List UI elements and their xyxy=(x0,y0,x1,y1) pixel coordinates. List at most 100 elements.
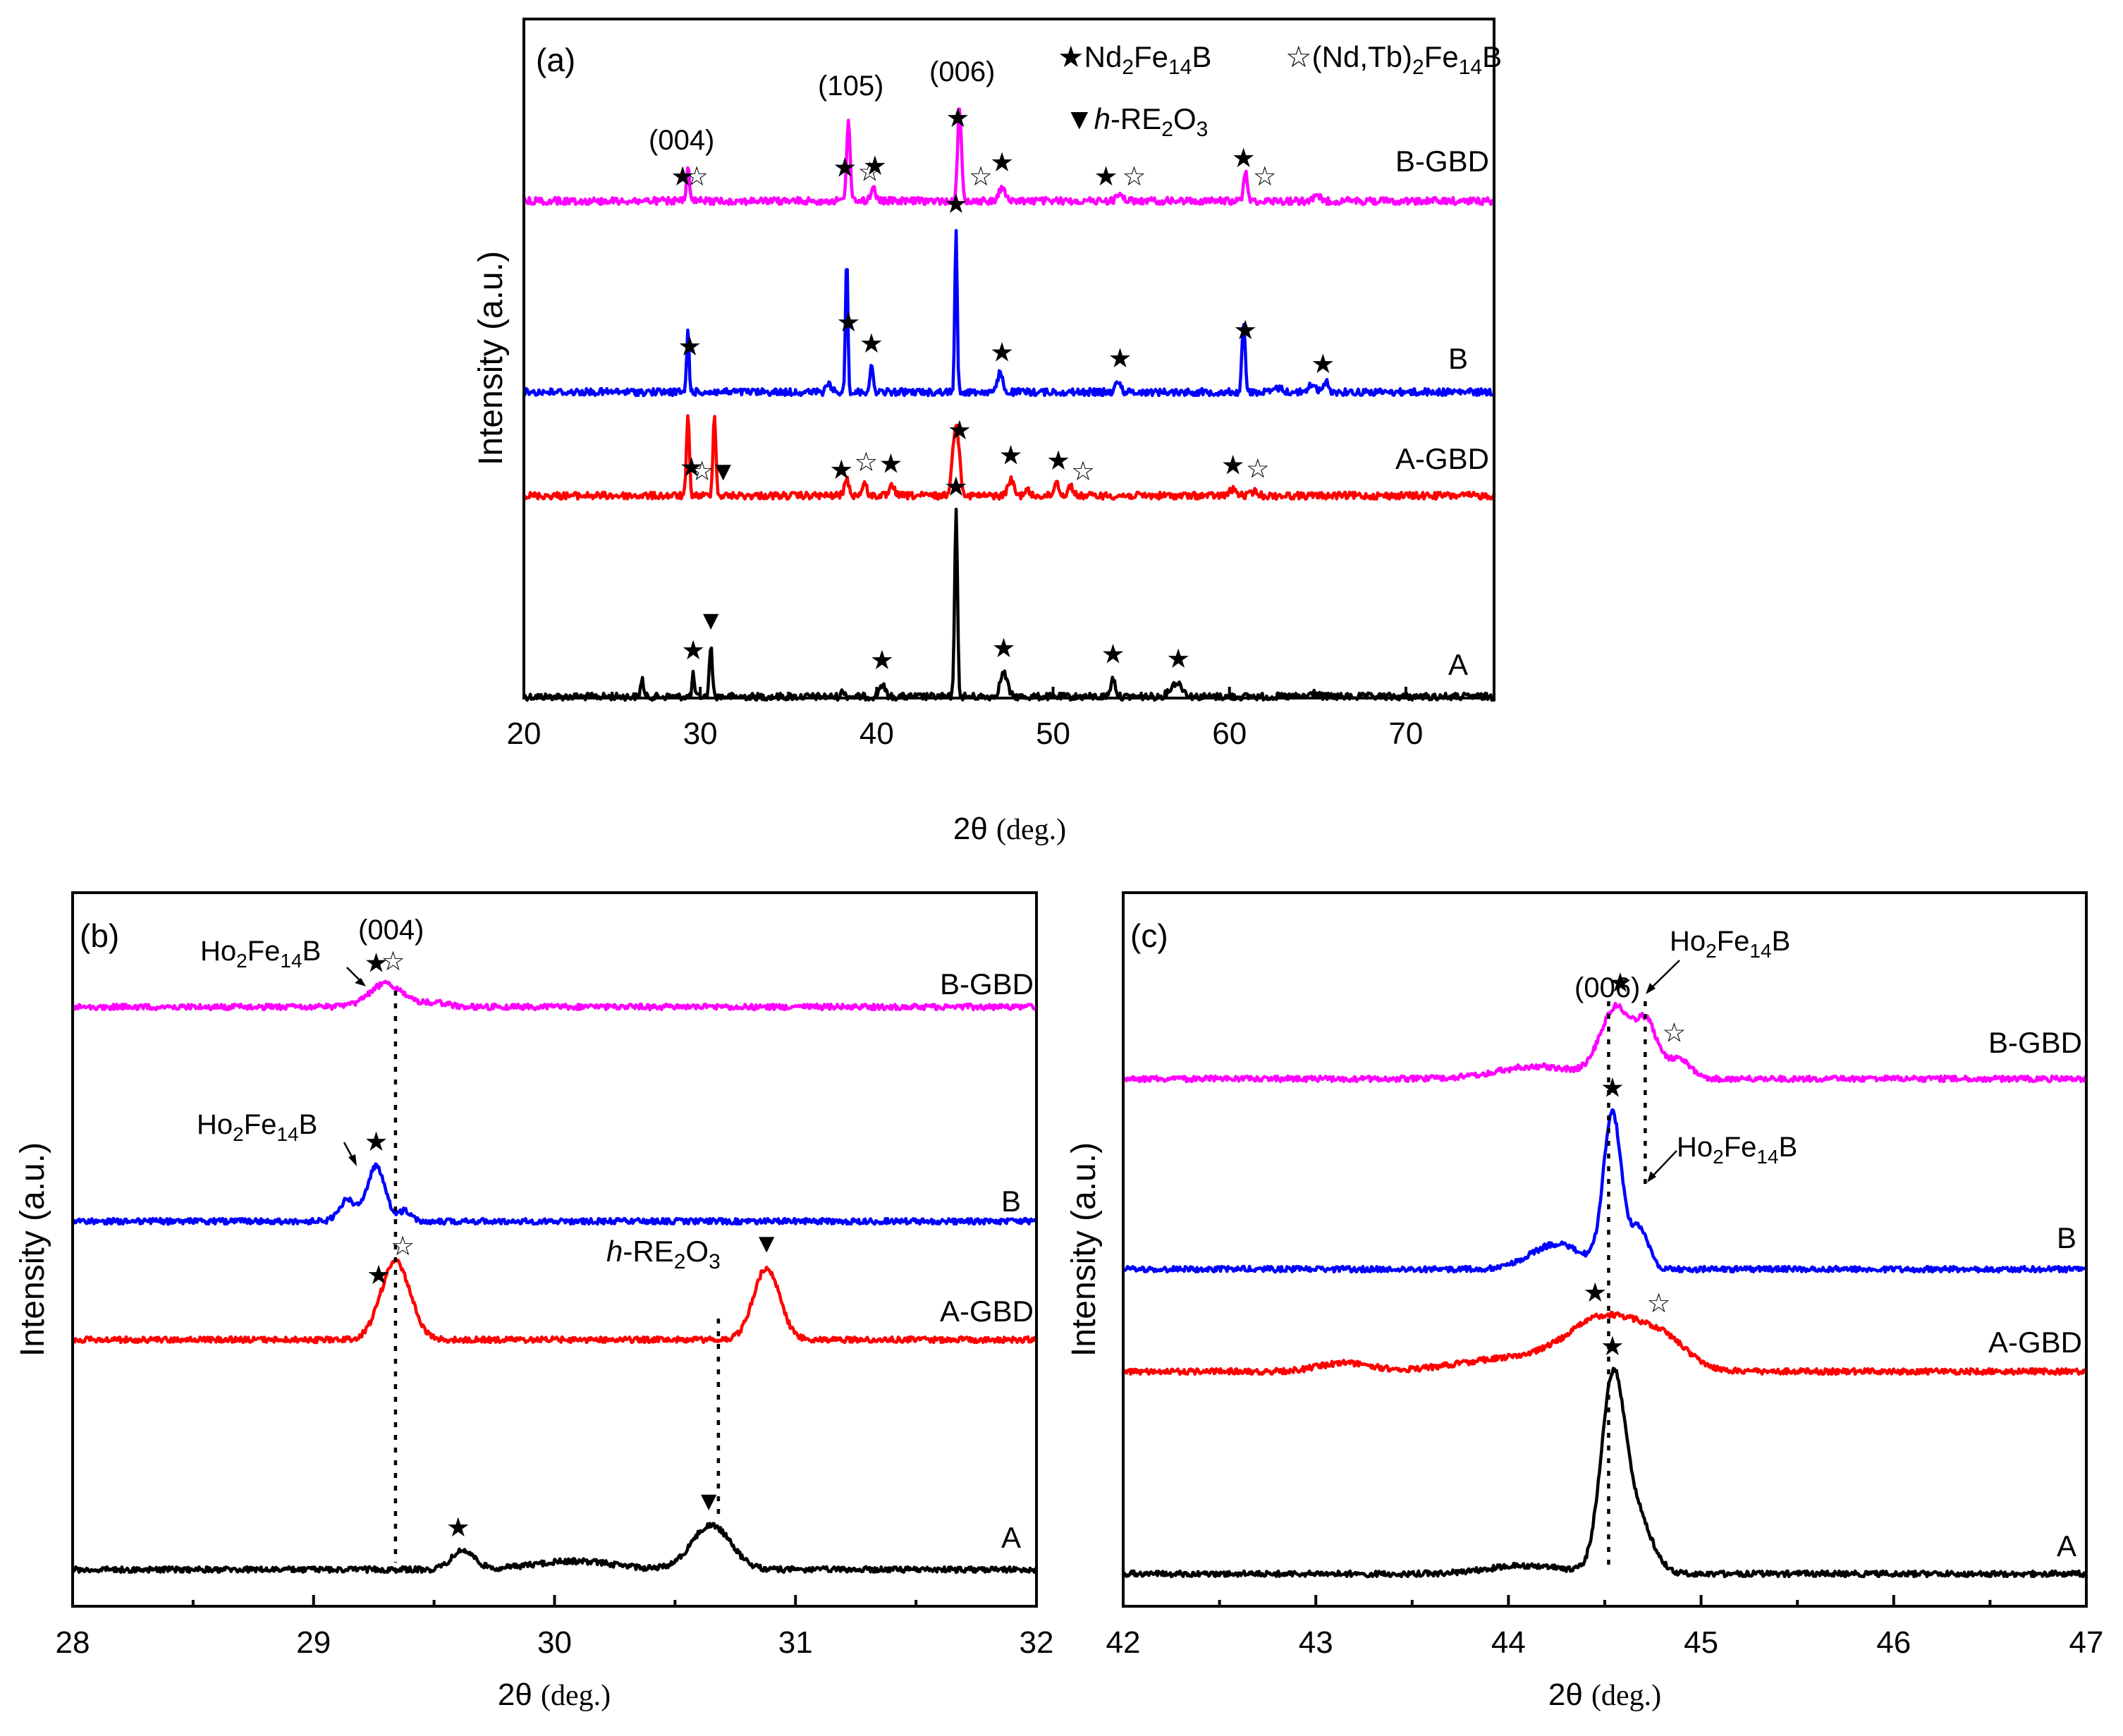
marker-star-a-a-gbd-10: ★ xyxy=(1221,451,1245,481)
marker-star-a-b-2: ★ xyxy=(859,329,883,359)
marker-star-a-a-gbd-7: ★ xyxy=(998,441,1022,470)
series-label-b-agbd: A-GBD xyxy=(940,1295,1034,1328)
panel-a-legend: ★Nd2Fe14B ☆(Nd,Tb)2Fe14B ▼h-RE2O3 xyxy=(1058,40,1502,141)
panel-b-ho2fe14b-label-bgbd: Ho2Fe14B xyxy=(200,936,321,972)
marker-star-c-b-0: ★ xyxy=(1601,1074,1625,1104)
trace-a-a xyxy=(522,508,1496,702)
trace-b-b-gbd xyxy=(71,979,1039,1012)
panel-b: ★▼★☆ ▼★★☆ 28 29 30 31 32 (b) (004) Ho2Fe14B H… xyxy=(14,891,1053,1712)
series-label-b-bgbd: B-GBD xyxy=(940,967,1034,1001)
marker-star-a-b-gbd-10: ★ xyxy=(1232,144,1256,173)
marker-star-a-b-gbd-4: ★ xyxy=(863,152,887,181)
legend-entry-ndtb2fe14b: ☆(Nd,Tb)2Fe14B xyxy=(1285,40,1502,79)
panel-a-x-axis-label: 2θ (deg.) xyxy=(953,812,1066,846)
panel-c-ho2fe14b-label-b: Ho2Fe14B xyxy=(1677,1132,1797,1168)
marker-open-star-a-b-gbd-3: ☆ xyxy=(857,157,881,187)
series-label-c-bgbd: B-GBD xyxy=(1988,1026,2082,1059)
x-tick-label: 50 xyxy=(1036,716,1070,751)
panel-b-traces xyxy=(71,979,1039,1575)
panel-c-arrowhead-b xyxy=(1647,1171,1656,1182)
legend-entry-h-re2o3: ▼h-RE2O3 xyxy=(1065,102,1208,141)
panel-c-x-axis-label: 2θ (deg.) xyxy=(1548,1677,1661,1712)
panel-c-006-label: (006) xyxy=(1574,972,1640,1003)
marker-triangle-a-a-1: ▼ xyxy=(697,606,724,635)
panel-b-h-re2o3-label: h-RE2O3 xyxy=(606,1235,721,1273)
x-tick-label: 44 xyxy=(1491,1625,1526,1660)
marker-star-a-b-gbd-0: ★ xyxy=(671,162,695,192)
series-label-a-b: B xyxy=(1448,342,1468,375)
x-tick-label: 40 xyxy=(859,716,894,751)
panel-b-arrowhead-b xyxy=(348,1154,357,1166)
panel-c-guides xyxy=(1607,1001,1647,1567)
panel-a-ticks: 20 30 40 50 60 70 xyxy=(507,687,1423,751)
marker-open-star-a-a-gbd-11: ☆ xyxy=(1246,455,1270,484)
series-label-c-agbd: A-GBD xyxy=(1988,1326,2082,1359)
marker-star-a-b-gbd-8: ★ xyxy=(1094,162,1118,192)
panel-b-label: (b) xyxy=(80,917,119,954)
panel-b-ho2fe14b-label-b: Ho2Fe14B xyxy=(197,1109,317,1145)
panel-a-markers: ★▼★★★ ★ ★★☆▼ ★ ☆ ★★★ ★ ☆ ★ ☆★★★★★ ★★★★☆ ★ ☆★★☆★ ★ ☆★☆ xyxy=(671,104,1335,676)
trace-c-b-gbd xyxy=(1121,1001,2088,1084)
marker-open-star-a-b-gbd-1: ☆ xyxy=(685,162,709,192)
marker-star-c-b-gbd-0: ★ xyxy=(1608,968,1632,998)
panel-a: ★▼★★★ ★ ★★☆▼ ★ ☆ ★★★ ★ ☆ ★ ☆★★★★★ ★★★★☆ ★ ☆★★☆★ ★ ☆★☆ … xyxy=(472,18,1502,846)
series-label-b-b: B xyxy=(1001,1185,1021,1218)
reflection-105-label: (105) xyxy=(818,71,883,102)
marker-star-a-a-2: ★ xyxy=(870,646,894,676)
trace-b-b xyxy=(71,1162,1039,1226)
marker-star-a-b-0: ★ xyxy=(678,332,702,362)
marker-star-a-b-gbd-2: ★ xyxy=(833,153,857,183)
marker-star-b-a-gbd-0: ★ xyxy=(367,1261,391,1290)
panel-b-frame xyxy=(71,891,1038,1608)
panel-c-arrowhead-bgbd xyxy=(1646,983,1656,994)
x-tick-label: 60 xyxy=(1212,716,1247,751)
marker-open-star-a-a-gbd-1: ☆ xyxy=(690,457,714,487)
marker-open-star-a-a-gbd-9: ☆ xyxy=(1071,457,1095,487)
marker-star-a-a-gbd-3: ★ xyxy=(829,456,853,485)
trace-a-b xyxy=(522,228,1496,398)
marker-star-a-b-5: ★ xyxy=(1108,344,1132,374)
marker-star-a-b-4: ★ xyxy=(990,338,1014,368)
marker-star-a-a-gbd-6: ★ xyxy=(948,416,972,446)
panel-b-004-label: (004) xyxy=(358,915,424,946)
marker-star-b-b-gbd-0: ★ xyxy=(365,948,388,978)
marker-star-a-a-gbd-0: ★ xyxy=(680,453,704,483)
panel-c-y-axis-label: Intensity (a.u.) xyxy=(1065,1142,1103,1357)
panel-b-x-axis-label: 2θ (deg.) xyxy=(498,1677,611,1712)
reflection-006-label: (006) xyxy=(929,56,995,87)
panel-b-ticks: 28 29 30 31 32 xyxy=(56,1595,1053,1660)
marker-star-c-a-0: ★ xyxy=(1601,1332,1625,1362)
marker-star-b-b-0: ★ xyxy=(365,1127,388,1157)
marker-star-a-a-6: ★ xyxy=(1166,644,1190,674)
trace-c-a-gbd xyxy=(1121,1310,2088,1376)
x-tick-label: 20 xyxy=(507,716,542,751)
marker-open-star-c-b-gbd-1: ☆ xyxy=(1662,1019,1686,1049)
marker-triangle-a-a-gbd-2: ▼ xyxy=(710,457,737,487)
marker-star-a-b-gbd-7: ★ xyxy=(990,148,1014,178)
marker-open-star-a-a-gbd-4: ☆ xyxy=(854,448,878,477)
marker-open-star-a-b-gbd-6: ☆ xyxy=(969,162,993,192)
panel-c-arrow-b xyxy=(1649,1150,1677,1180)
x-tick-label: 43 xyxy=(1299,1625,1333,1660)
x-tick-label: 47 xyxy=(2069,1625,2104,1660)
x-tick-label: 29 xyxy=(296,1625,331,1660)
trace-a-b-gbd xyxy=(522,107,1496,207)
panel-b-markers: ★▼★☆ ▼★★☆ xyxy=(365,947,780,1543)
series-label-c-a: A xyxy=(2057,1529,2076,1563)
marker-star-a-b-7: ★ xyxy=(1311,350,1335,379)
marker-open-star-c-a-gbd-1: ☆ xyxy=(1646,1289,1670,1319)
x-tick-label: 30 xyxy=(537,1625,572,1660)
panel-a-frame xyxy=(522,18,1495,699)
series-label-a-bgbd: B-GBD xyxy=(1395,145,1489,178)
reflection-004-label: (004) xyxy=(649,125,714,156)
trace-b-a xyxy=(71,1522,1039,1575)
panel-b-arrowhead-bgbd xyxy=(355,978,366,986)
x-tick-label: 70 xyxy=(1388,716,1423,751)
x-tick-label: 28 xyxy=(56,1625,90,1660)
x-tick-label: 30 xyxy=(683,716,718,751)
panel-c-label: (c) xyxy=(1130,917,1168,954)
marker-star-a-a-3: ★ xyxy=(944,472,968,502)
panel-c-markers: ★ ★ ☆ ★ ★ ☆ xyxy=(1583,968,1686,1361)
trace-c-a xyxy=(1121,1367,2088,1579)
panel-a-y-axis-label: Intensity (a.u.) xyxy=(472,251,510,465)
